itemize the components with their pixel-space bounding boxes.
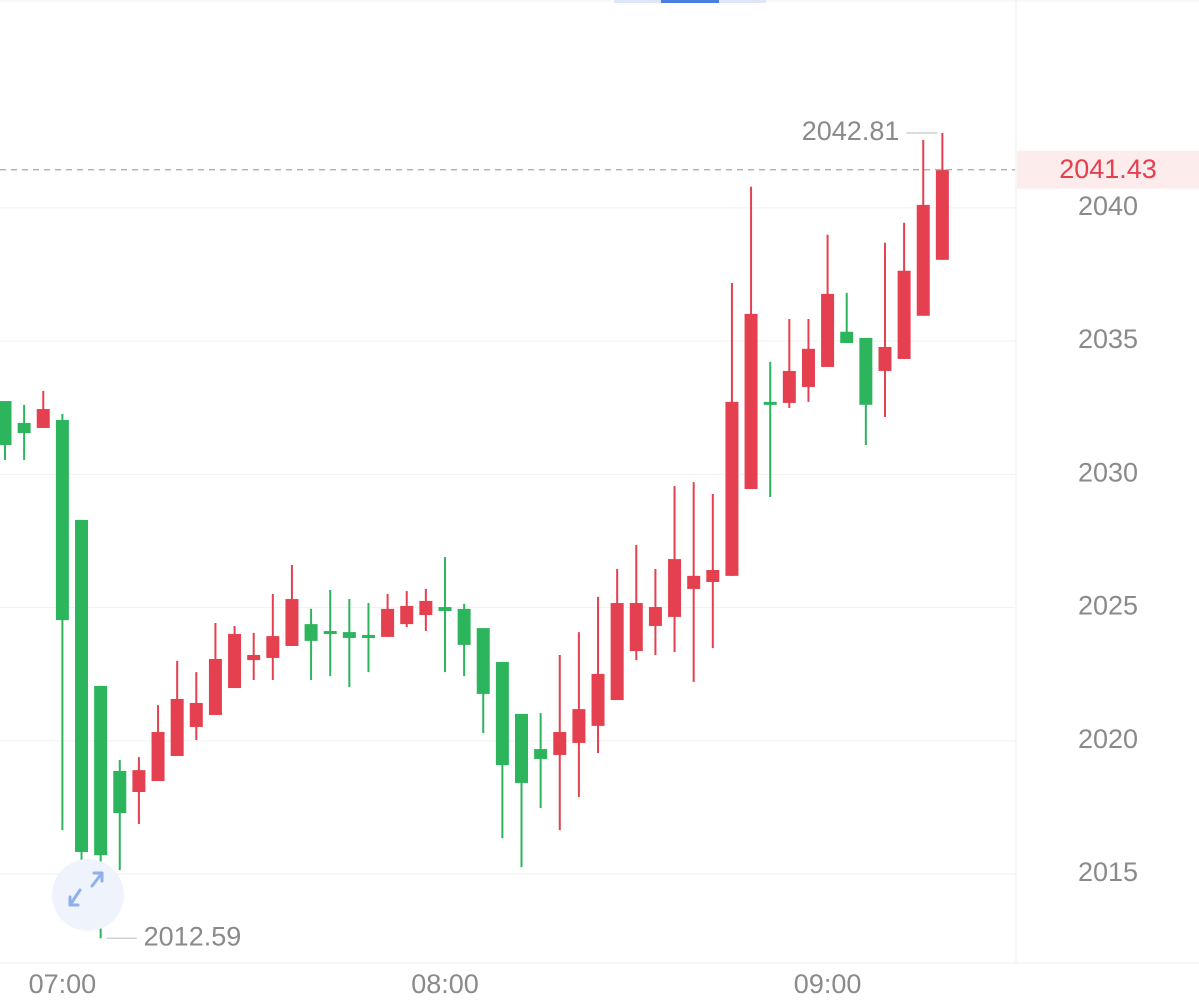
min-label: 2012.59: [144, 921, 242, 951]
y-tick-label: 2025: [1078, 591, 1138, 621]
candle-body: [782, 370, 796, 403]
candle-body: [744, 313, 758, 489]
candle-body: [476, 628, 490, 694]
last-price-bg: [1017, 150, 1199, 189]
candle-body: [610, 603, 624, 701]
candle-body: [304, 624, 318, 641]
candle-body: [113, 770, 127, 814]
candle-body: [495, 661, 509, 766]
candle-body: [342, 632, 356, 638]
candle-body: [151, 732, 165, 782]
tab-indicator: [661, 0, 719, 3]
y-tick-label: 2020: [1078, 724, 1138, 754]
candle-body: [323, 631, 337, 635]
candle-body: [189, 702, 203, 727]
last-price-label: 2041.43: [1059, 154, 1157, 184]
candle-body: [801, 348, 815, 387]
x-tick-label: 09:00: [794, 969, 862, 999]
candle-body: [208, 659, 222, 715]
candle-body: [687, 575, 701, 589]
candle-body: [668, 559, 682, 617]
y-tick-label: 2035: [1078, 324, 1138, 354]
candle-body: [897, 270, 911, 359]
candle-body: [266, 636, 280, 658]
candle-body: [706, 570, 720, 582]
candle-body: [419, 600, 433, 616]
candle-body: [247, 655, 261, 661]
candle-body: [821, 293, 835, 367]
candle-body: [0, 401, 12, 446]
x-tick-label: 07:00: [29, 969, 97, 999]
candle-body: [17, 422, 31, 434]
candle-body: [132, 770, 146, 792]
y-tick-label: 2040: [1078, 191, 1138, 221]
candle-body: [457, 608, 471, 645]
candle-body: [534, 749, 548, 759]
x-tick-label: 08:00: [411, 969, 479, 999]
candle-body: [400, 605, 414, 625]
candles: [0, 132, 949, 939]
candle-body: [725, 401, 739, 576]
candle-body: [361, 635, 375, 639]
y-tick-label: 2015: [1078, 857, 1138, 887]
candle-body: [878, 346, 892, 371]
y-tick-label: 2030: [1078, 457, 1138, 487]
candle-body: [285, 599, 299, 646]
candle-body: [515, 713, 529, 783]
candle-body: [75, 519, 89, 852]
candle-body: [763, 401, 777, 405]
candle-body: [55, 419, 69, 621]
candle-body: [170, 698, 184, 757]
candle-body: [935, 169, 949, 260]
candle-body: [228, 633, 242, 689]
candle-body: [94, 685, 108, 856]
candle-body: [648, 607, 662, 626]
candle-body: [840, 331, 854, 343]
candle-body: [629, 603, 643, 652]
candle-body: [591, 673, 605, 726]
candle-body: [572, 709, 586, 743]
candle-body: [859, 337, 873, 405]
candle-body: [553, 732, 567, 755]
labels: 2015 2020 2025 2030 2035 2040 07:00 08:00 09:00 2…: [0, 116, 1199, 999]
candle-body: [438, 607, 452, 612]
candle-body: [381, 608, 395, 637]
max-label: 2042.81: [802, 116, 900, 146]
candle-body: [916, 204, 930, 316]
candle-body: [36, 409, 50, 428]
zoom-icon[interactable]: [52, 859, 124, 931]
